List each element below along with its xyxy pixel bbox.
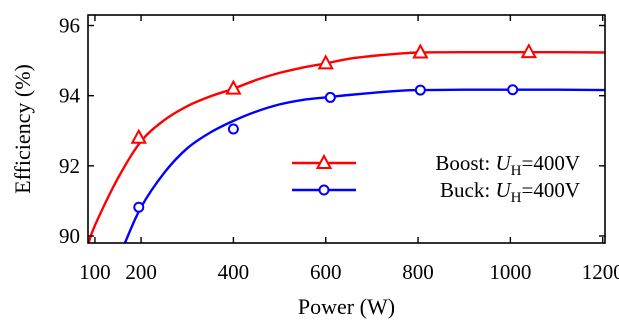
legend-marker-buck: [318, 184, 330, 196]
data-point-buck: [133, 201, 145, 213]
y-axis-ticks: 90 92 94 96: [59, 14, 605, 248]
data-point-boost: [412, 43, 429, 59]
x-tick-label: 400: [218, 260, 250, 284]
data-point-boost: [520, 43, 538, 59]
data-point-buck: [324, 91, 336, 103]
x-tick-label: 200: [125, 260, 157, 284]
y-axis-label: Efficiency (%): [10, 64, 35, 194]
x-axis-label: Power (W): [298, 294, 395, 319]
series-curves: [88, 50, 605, 243]
data-point-buck: [507, 84, 519, 96]
data-point-boost: [317, 54, 334, 70]
data-point-boost: [225, 79, 242, 95]
x-axis-ticks: 100 200 400 600 800 1000 1200: [79, 15, 619, 284]
y-tick-label: 90: [59, 224, 80, 248]
y-tick-label: 96: [59, 14, 80, 38]
data-point-boost: [130, 128, 147, 144]
data-point-buck: [414, 84, 426, 96]
x-tick-label: 1200: [582, 260, 619, 284]
x-tick-label: 800: [402, 260, 434, 284]
series-line-boost: [88, 50, 605, 243]
legend-label-boost: Boost: UH=400V: [435, 151, 580, 179]
series-line-buck: [123, 88, 605, 243]
legend-marker-boost: [315, 153, 333, 169]
series-markers: [130, 43, 538, 213]
legend-label-buck: Buck: UH=400V: [440, 178, 580, 206]
x-tick-label: 600: [310, 260, 342, 284]
plot-frame: [87, 14, 606, 244]
x-tick-label: 1000: [489, 260, 531, 284]
x-tick-label: 100: [79, 260, 111, 284]
data-point-buck: [227, 123, 239, 135]
y-tick-label: 92: [59, 154, 80, 178]
y-tick-label: 94: [59, 84, 81, 108]
